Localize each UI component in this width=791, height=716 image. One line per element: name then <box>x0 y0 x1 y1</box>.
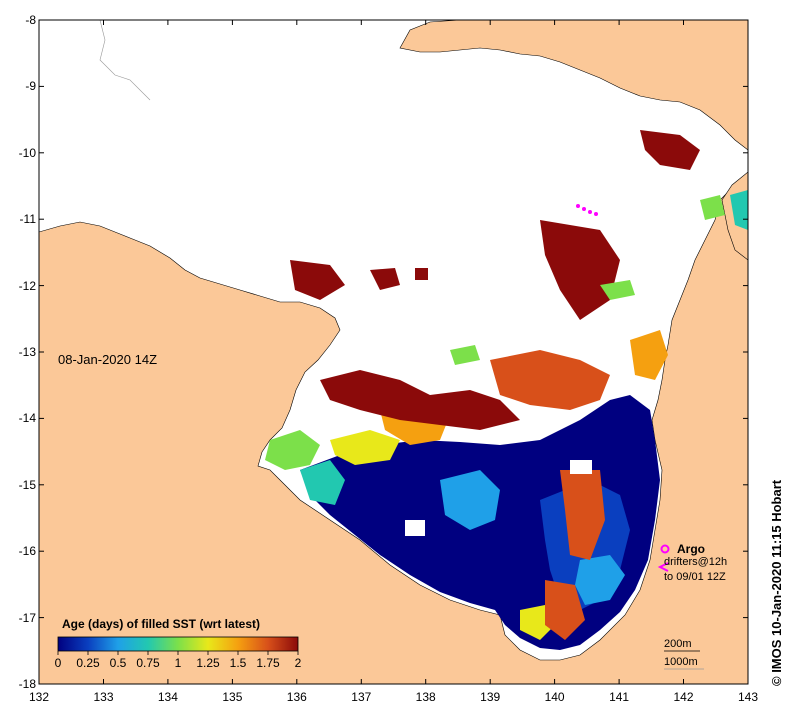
y-tick-label: -9 <box>25 79 36 93</box>
colorbar-tick-label: 0 <box>54 656 62 670</box>
colorbar-tick-label: 0.25 <box>76 656 100 670</box>
x-tick-label: 132 <box>28 690 50 704</box>
x-tick-label: 134 <box>157 690 178 704</box>
y-tick-label: -11 <box>19 212 36 226</box>
y-tick-label: -12 <box>18 279 36 293</box>
x-tick-label: 142 <box>673 690 694 704</box>
colorbar-tick-label: 1.75 <box>256 656 280 670</box>
x-tick-label: 133 <box>93 690 114 704</box>
argo-floats <box>576 204 598 216</box>
x-tick-label: 143 <box>737 690 759 704</box>
colorbar-tick-marks <box>57 651 299 655</box>
colorbar-tick-label: 1 <box>174 656 182 670</box>
x-tick-label: 139 <box>480 690 501 704</box>
x-tick-label: 140 <box>544 690 565 704</box>
colorbar <box>57 636 299 652</box>
x-tick-label: 135 <box>222 690 243 704</box>
scale-label-1000m: 1000m <box>664 656 698 668</box>
colorbar-tick-label: 1.25 <box>196 656 220 670</box>
land-northern-territory <box>39 174 748 684</box>
drifter-legend-label: drifters@12h <box>664 556 728 568</box>
y-tick-label: -10 <box>18 146 36 160</box>
y-tick-label: -14 <box>18 411 36 425</box>
land-new-guinea <box>399 20 748 151</box>
sst-age-data <box>265 130 748 650</box>
y-tick-label: -17 <box>18 611 36 625</box>
colorbar-tick-label: 2 <box>294 656 302 670</box>
colorbar-tick-label: 1.5 <box>229 656 247 670</box>
colorbar-title: Age (days) of filled SST (wrt latest) <box>62 617 261 631</box>
drifter-time-label: to 09/01 12Z <box>664 571 726 583</box>
y-tick-label: -8 <box>25 13 36 27</box>
map-date-title: 08-Jan-2020 14Z <box>58 352 158 367</box>
y-tick-label: -18 <box>18 677 36 691</box>
colorbar-tick-label: 0.5 <box>109 656 127 670</box>
x-tick-label: 136 <box>286 690 307 704</box>
argo-legend-icon <box>660 544 670 554</box>
coast-detail <box>99 20 151 101</box>
x-tick-label: 141 <box>609 690 630 704</box>
y-tick-label: -16 <box>18 544 36 558</box>
y-tick-marks <box>39 19 748 685</box>
colorbar-tick-label: 0.75 <box>136 656 160 670</box>
y-tick-label: -15 <box>18 478 36 492</box>
y-tick-label: -13 <box>18 345 36 359</box>
imos-credit: © IMOS 10-Jan-2020 11:15 Hobart <box>769 479 784 686</box>
argo-legend-label: Argo <box>677 542 705 556</box>
drifter-legend-icon <box>657 562 669 572</box>
x-tick-label: 138 <box>415 690 436 704</box>
scale-label-200m: 200m <box>664 638 692 650</box>
x-tick-marks <box>38 20 749 684</box>
x-tick-label: 137 <box>351 690 372 704</box>
